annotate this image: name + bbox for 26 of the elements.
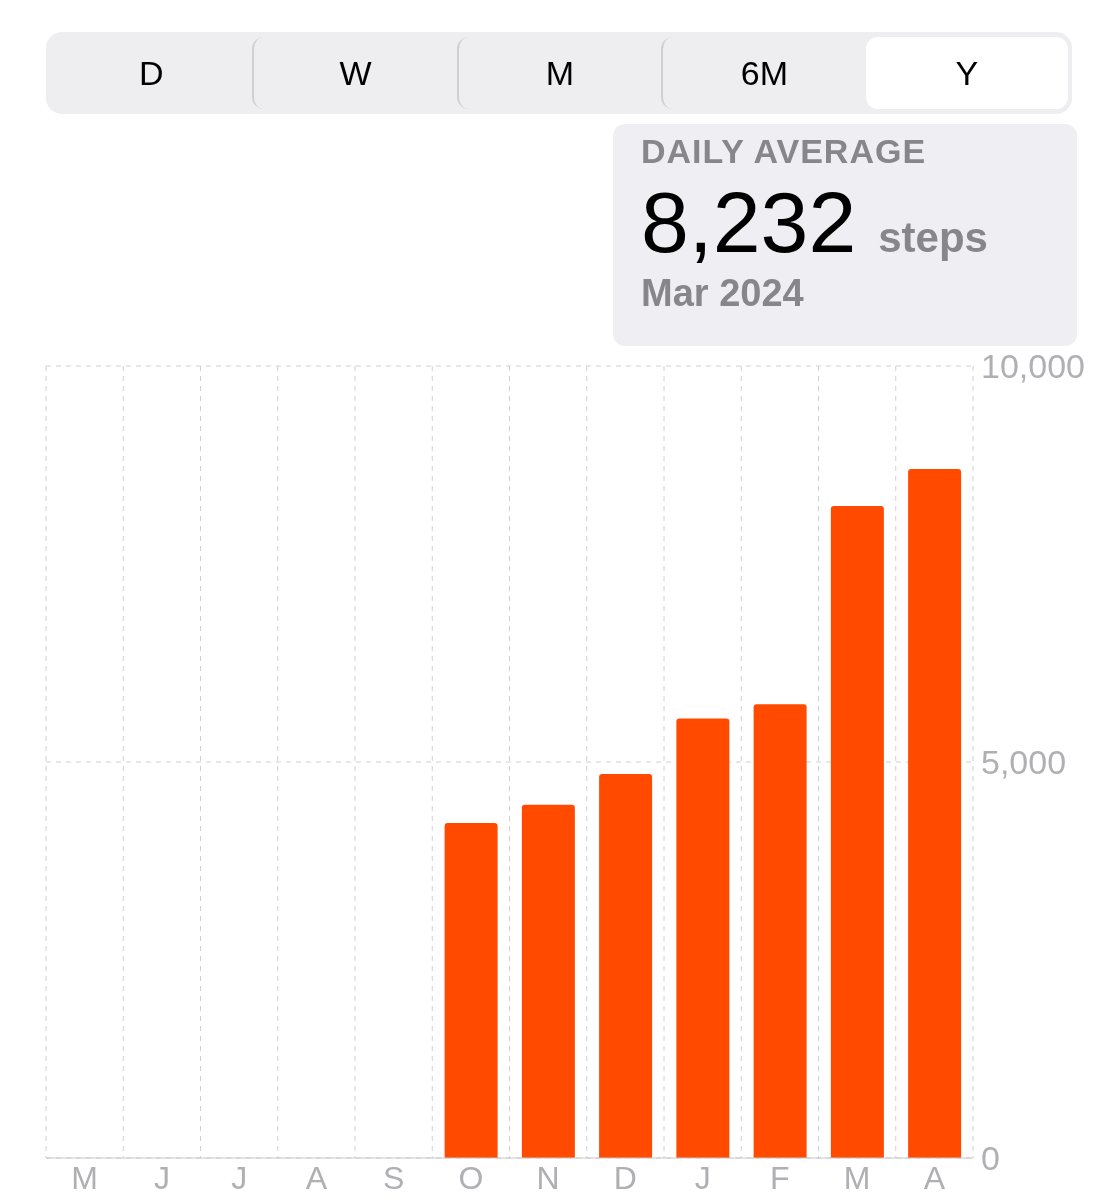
y-tick-label: 0: [981, 1139, 1000, 1178]
bar: [753, 704, 807, 1158]
text: 8,232 steps: [641, 173, 988, 272]
chart-title: DAILY AVERAGE: [641, 132, 928, 171]
bar: [521, 804, 575, 1158]
x-tick-label: J: [694, 1159, 711, 1196]
x-tick-label: A: [305, 1159, 328, 1196]
y-tick-label: 5,000: [981, 743, 1067, 782]
x-tick-label: J: [231, 1159, 248, 1196]
bar: [908, 468, 962, 1158]
bar: [444, 822, 498, 1158]
x-tick-label: D: [613, 1159, 637, 1196]
text: Mar 2024: [641, 272, 805, 315]
x-tick-label: M: [843, 1159, 871, 1196]
x-tick-label: J: [153, 1159, 170, 1196]
segmented-control: D W M 6M Y: [46, 32, 1072, 114]
x-tick-label: N: [536, 1159, 560, 1196]
x-tick-label: O: [458, 1159, 484, 1196]
bar: [676, 718, 730, 1158]
x-tick-label: F: [770, 1159, 790, 1196]
bar: [830, 506, 884, 1158]
x-tick-label: S: [382, 1159, 405, 1196]
bar: [599, 773, 653, 1158]
x-tick-label: M: [71, 1159, 98, 1196]
x-tick-label: A: [923, 1159, 946, 1196]
y-tick-label: 10,000: [981, 347, 1085, 386]
